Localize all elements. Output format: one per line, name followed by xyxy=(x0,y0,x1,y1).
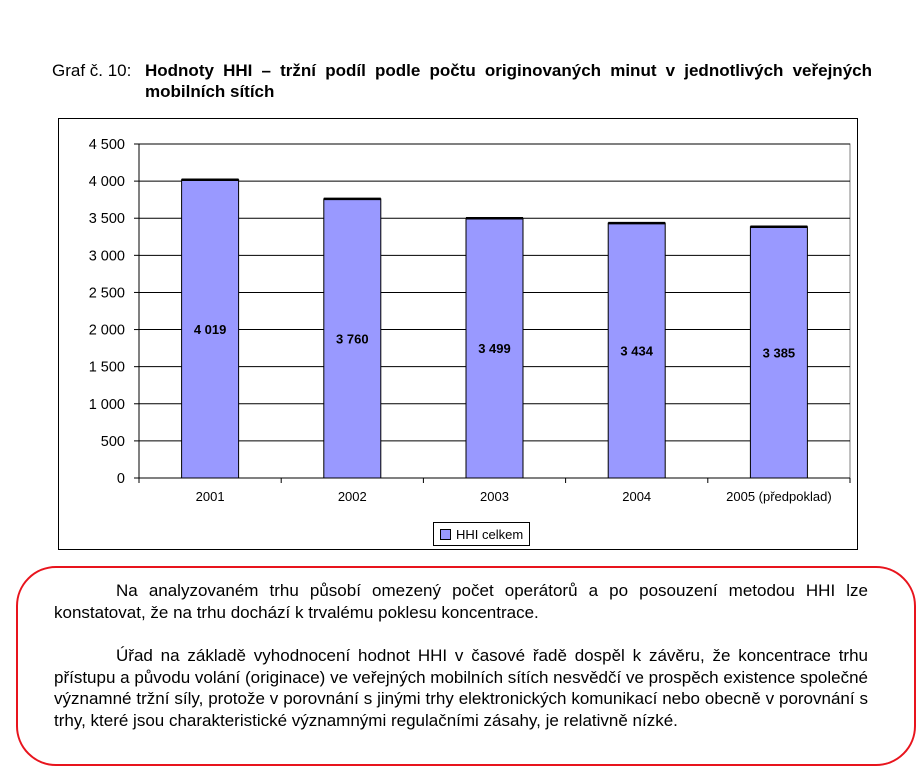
chart-frame: 0 500 1 000 1 500 2 000 2 500 3 000 3 500 4 000 4… xyxy=(58,118,858,550)
y-tick-label: 1 500 xyxy=(89,360,125,376)
paragraph-1: Na analyzovaném trhu působí omezený poče… xyxy=(54,580,868,623)
bar xyxy=(465,217,524,479)
figure-label: Graf č. 10: xyxy=(52,61,132,80)
paragraph-2-text: Úřad na základě vyhodnocení hodnot HHI v… xyxy=(54,646,868,730)
y-tick-label: 2 500 xyxy=(89,285,125,301)
x-tick-label: 2004 xyxy=(622,489,651,504)
y-tick-label: 2 000 xyxy=(89,323,125,339)
highlight-box xyxy=(16,566,916,766)
data-label: 3 499 xyxy=(478,341,511,356)
chart-title: Hodnoty HHI – tržní podíl podle počtu or… xyxy=(145,61,872,101)
y-tick-label: 4 000 xyxy=(89,174,125,190)
bar-chart: 0 500 1 000 1 500 2 000 2 500 3 000 3 500 4 000 4… xyxy=(89,137,851,504)
bar xyxy=(749,226,808,479)
x-tick-label: 2003 xyxy=(480,489,509,504)
data-label: 3 434 xyxy=(620,344,653,359)
legend-swatch xyxy=(440,528,451,540)
y-tick-label: 1 000 xyxy=(89,397,125,413)
bar xyxy=(607,222,666,479)
y-tick-label: 0 xyxy=(117,471,125,487)
legend-label: HHI celkem xyxy=(456,526,524,542)
data-label: 4 019 xyxy=(194,322,227,337)
x-tick-label: 2002 xyxy=(338,489,367,504)
y-tick-label: 3 000 xyxy=(89,248,125,264)
x-tick-label: 2001 xyxy=(196,489,225,504)
y-tick-label: 500 xyxy=(101,434,125,450)
y-tick-label: 4 500 xyxy=(89,137,125,153)
bar xyxy=(181,179,240,479)
chart-legend: HHI celkem xyxy=(433,522,531,546)
y-tick-label: 3 500 xyxy=(89,211,125,227)
x-tick-label: 2005 (předpoklad) xyxy=(726,489,832,504)
paragraph-2: Úřad na základě vyhodnocení hodnot HHI v… xyxy=(54,645,868,731)
data-label: 3 760 xyxy=(336,331,369,346)
bar xyxy=(323,198,382,479)
paragraph-1-text: Na analyzovaném trhu působí omezený poče… xyxy=(54,581,868,622)
figure-caption: Graf č. 10: Hodnoty HHI – tržní podíl po… xyxy=(52,60,872,102)
data-label: 3 385 xyxy=(763,345,796,360)
